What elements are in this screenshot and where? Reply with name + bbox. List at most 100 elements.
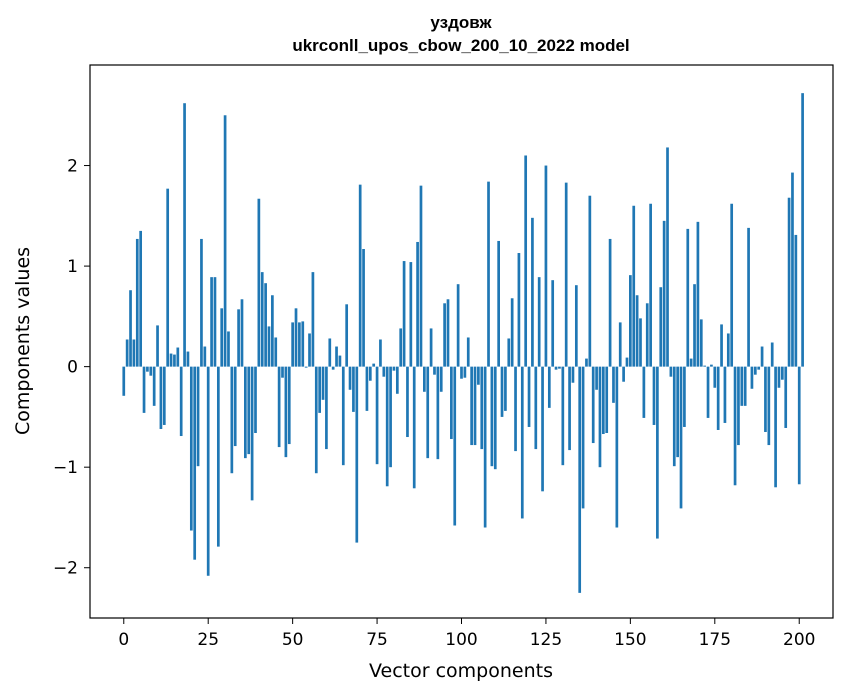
bar bbox=[767, 366, 771, 446]
bar bbox=[156, 325, 159, 367]
x-tick-label: 175 bbox=[699, 630, 731, 650]
bar bbox=[122, 366, 126, 396]
y-tick-label: 2 bbox=[67, 157, 78, 177]
x-axis-label: Vector components bbox=[369, 660, 553, 682]
bar bbox=[716, 366, 720, 430]
bar bbox=[574, 285, 578, 367]
bar bbox=[135, 238, 139, 367]
bar bbox=[615, 366, 619, 528]
bar bbox=[213, 277, 217, 367]
bar bbox=[639, 318, 642, 367]
bar bbox=[520, 366, 524, 519]
bar bbox=[365, 366, 369, 411]
bar bbox=[784, 366, 788, 428]
bar bbox=[193, 366, 197, 560]
bar bbox=[659, 287, 663, 367]
bar bbox=[507, 338, 511, 367]
bar bbox=[706, 366, 710, 418]
bar bbox=[392, 366, 396, 371]
bar bbox=[348, 366, 352, 390]
x-tick-label: 75 bbox=[366, 630, 388, 650]
bar bbox=[395, 366, 399, 394]
bar bbox=[287, 366, 291, 445]
bar bbox=[558, 366, 561, 369]
bar bbox=[406, 366, 409, 438]
bar bbox=[433, 366, 436, 375]
bar bbox=[490, 366, 494, 467]
bar bbox=[669, 366, 673, 377]
bar bbox=[385, 366, 389, 487]
bar bbox=[612, 366, 615, 403]
bar bbox=[254, 366, 257, 433]
bar bbox=[662, 220, 666, 367]
bar bbox=[443, 303, 446, 367]
bar bbox=[480, 366, 484, 450]
bar bbox=[436, 366, 440, 460]
bar bbox=[534, 366, 538, 450]
bar bbox=[608, 238, 612, 367]
bar bbox=[649, 203, 652, 367]
bar bbox=[517, 253, 521, 367]
bar bbox=[500, 366, 504, 417]
bar bbox=[220, 308, 224, 367]
bar bbox=[693, 284, 696, 367]
bar bbox=[412, 366, 416, 489]
bar bbox=[787, 197, 791, 367]
bar bbox=[240, 299, 244, 367]
bar bbox=[152, 366, 156, 406]
bar bbox=[625, 357, 629, 367]
bar bbox=[382, 366, 386, 377]
bar bbox=[389, 366, 392, 468]
bar bbox=[271, 295, 274, 367]
bar bbox=[676, 366, 679, 458]
bar bbox=[331, 366, 335, 370]
bar bbox=[497, 240, 500, 367]
x-tick-label: 50 bbox=[282, 630, 304, 650]
bar bbox=[591, 366, 595, 444]
bar bbox=[547, 366, 551, 408]
bar bbox=[179, 366, 183, 437]
bar bbox=[483, 366, 487, 528]
bar bbox=[453, 366, 457, 526]
bar bbox=[368, 366, 372, 381]
chart-subtitle: ukrconll_upos_cbow_200_10_2022 model bbox=[292, 36, 629, 55]
bar bbox=[345, 304, 349, 367]
bar bbox=[260, 272, 264, 367]
bar bbox=[764, 366, 767, 432]
bar bbox=[196, 366, 200, 467]
bar bbox=[426, 366, 430, 459]
bar bbox=[720, 324, 723, 367]
bar bbox=[281, 366, 284, 378]
bar bbox=[216, 366, 220, 547]
bar bbox=[139, 230, 143, 367]
bar bbox=[696, 221, 700, 367]
bar bbox=[777, 366, 781, 388]
bar bbox=[247, 366, 251, 455]
bar bbox=[554, 366, 558, 370]
bar bbox=[740, 366, 744, 406]
bar bbox=[318, 366, 321, 413]
bar bbox=[274, 337, 278, 367]
bar bbox=[419, 185, 423, 367]
bar bbox=[314, 366, 318, 474]
bar bbox=[450, 366, 453, 440]
bar bbox=[301, 321, 305, 367]
chart-title: уздовж bbox=[430, 13, 492, 32]
bar bbox=[595, 366, 598, 390]
bar bbox=[166, 188, 170, 367]
bar bbox=[446, 299, 450, 367]
bar bbox=[186, 351, 190, 367]
bar bbox=[733, 366, 737, 486]
bar bbox=[561, 366, 565, 466]
bar bbox=[267, 326, 271, 367]
bar bbox=[585, 358, 588, 367]
bar bbox=[429, 328, 433, 367]
bar bbox=[176, 347, 180, 367]
bar bbox=[568, 366, 571, 451]
bar bbox=[129, 290, 132, 367]
y-tick-label: 0 bbox=[67, 358, 78, 378]
bar bbox=[132, 339, 136, 367]
bar bbox=[439, 366, 443, 392]
bars-group bbox=[122, 93, 804, 593]
